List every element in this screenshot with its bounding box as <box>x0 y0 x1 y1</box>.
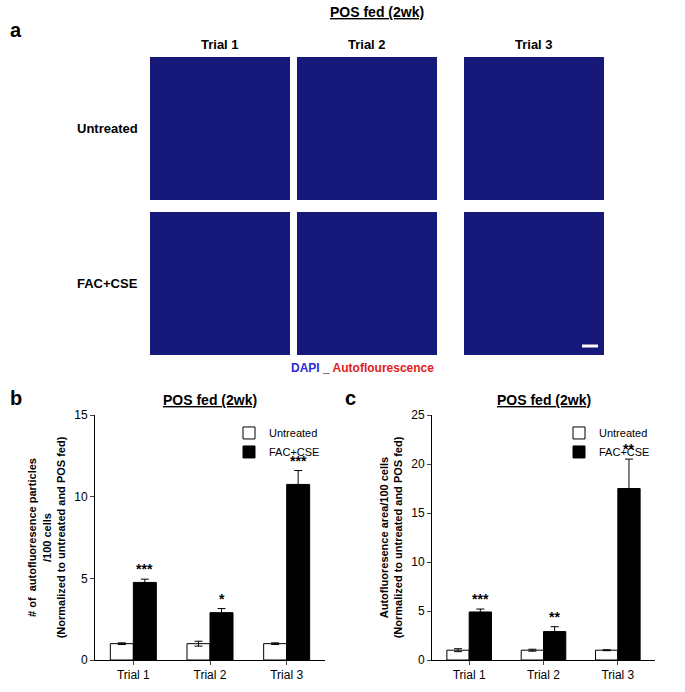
svg-text:b: b <box>10 387 22 409</box>
svg-text:15: 15 <box>411 506 425 520</box>
svg-text:*: * <box>219 591 225 607</box>
svg-text:Untreated: Untreated <box>269 427 317 439</box>
svg-text:Trial 1: Trial 1 <box>201 37 239 52</box>
svg-text:Trial 1: Trial 1 <box>453 668 486 682</box>
svg-text:FAC+CSE: FAC+CSE <box>77 276 138 291</box>
svg-text:0: 0 <box>81 653 88 667</box>
svg-text:5: 5 <box>81 572 88 586</box>
svg-text:c: c <box>345 387 356 409</box>
svg-text:5: 5 <box>418 604 425 618</box>
svg-text:**: ** <box>549 609 560 625</box>
svg-text:Untreated: Untreated <box>77 121 138 136</box>
svg-text:FAC+CSE: FAC+CSE <box>269 446 319 458</box>
svg-text:Trial 3: Trial 3 <box>515 37 553 52</box>
svg-text:POS fed (2wk): POS fed (2wk) <box>330 4 424 20</box>
svg-text:Trial 1: Trial 1 <box>117 668 150 682</box>
svg-text:25: 25 <box>411 408 425 422</box>
svg-text:**: ** <box>623 441 634 457</box>
svg-text:20: 20 <box>411 457 425 471</box>
svg-text:Trial 2: Trial 2 <box>194 668 227 682</box>
svg-text:Trial 2: Trial 2 <box>348 37 386 52</box>
svg-text:10: 10 <box>74 490 88 504</box>
svg-text:POS fed (2wk): POS fed (2wk) <box>163 392 257 408</box>
svg-text:DAPI _ Autoflourescence: DAPI _ Autoflourescence <box>291 361 434 375</box>
svg-text:0: 0 <box>418 653 425 667</box>
svg-text:***: *** <box>290 453 307 469</box>
svg-text:15: 15 <box>74 408 88 422</box>
svg-text:a: a <box>10 19 22 41</box>
svg-text:***: *** <box>136 561 153 577</box>
svg-text:Trial 2: Trial 2 <box>527 668 560 682</box>
svg-text:10: 10 <box>411 555 425 569</box>
svg-text:POS fed (2wk): POS fed (2wk) <box>497 392 591 408</box>
svg-text:Trial 3: Trial 3 <box>270 668 303 682</box>
svg-text:# of autofluoresence particle: # of autofluoresence particles/100 cells… <box>26 436 67 638</box>
svg-text:Trial 3: Trial 3 <box>601 668 634 682</box>
svg-text:Autofluoresence area/100 cells: Autofluoresence area/100 cells(Normalize… <box>378 436 404 638</box>
svg-text:Untreated: Untreated <box>599 427 647 439</box>
svg-text:***: *** <box>472 591 489 607</box>
svg-text:FAC+CSE: FAC+CSE <box>599 446 649 458</box>
